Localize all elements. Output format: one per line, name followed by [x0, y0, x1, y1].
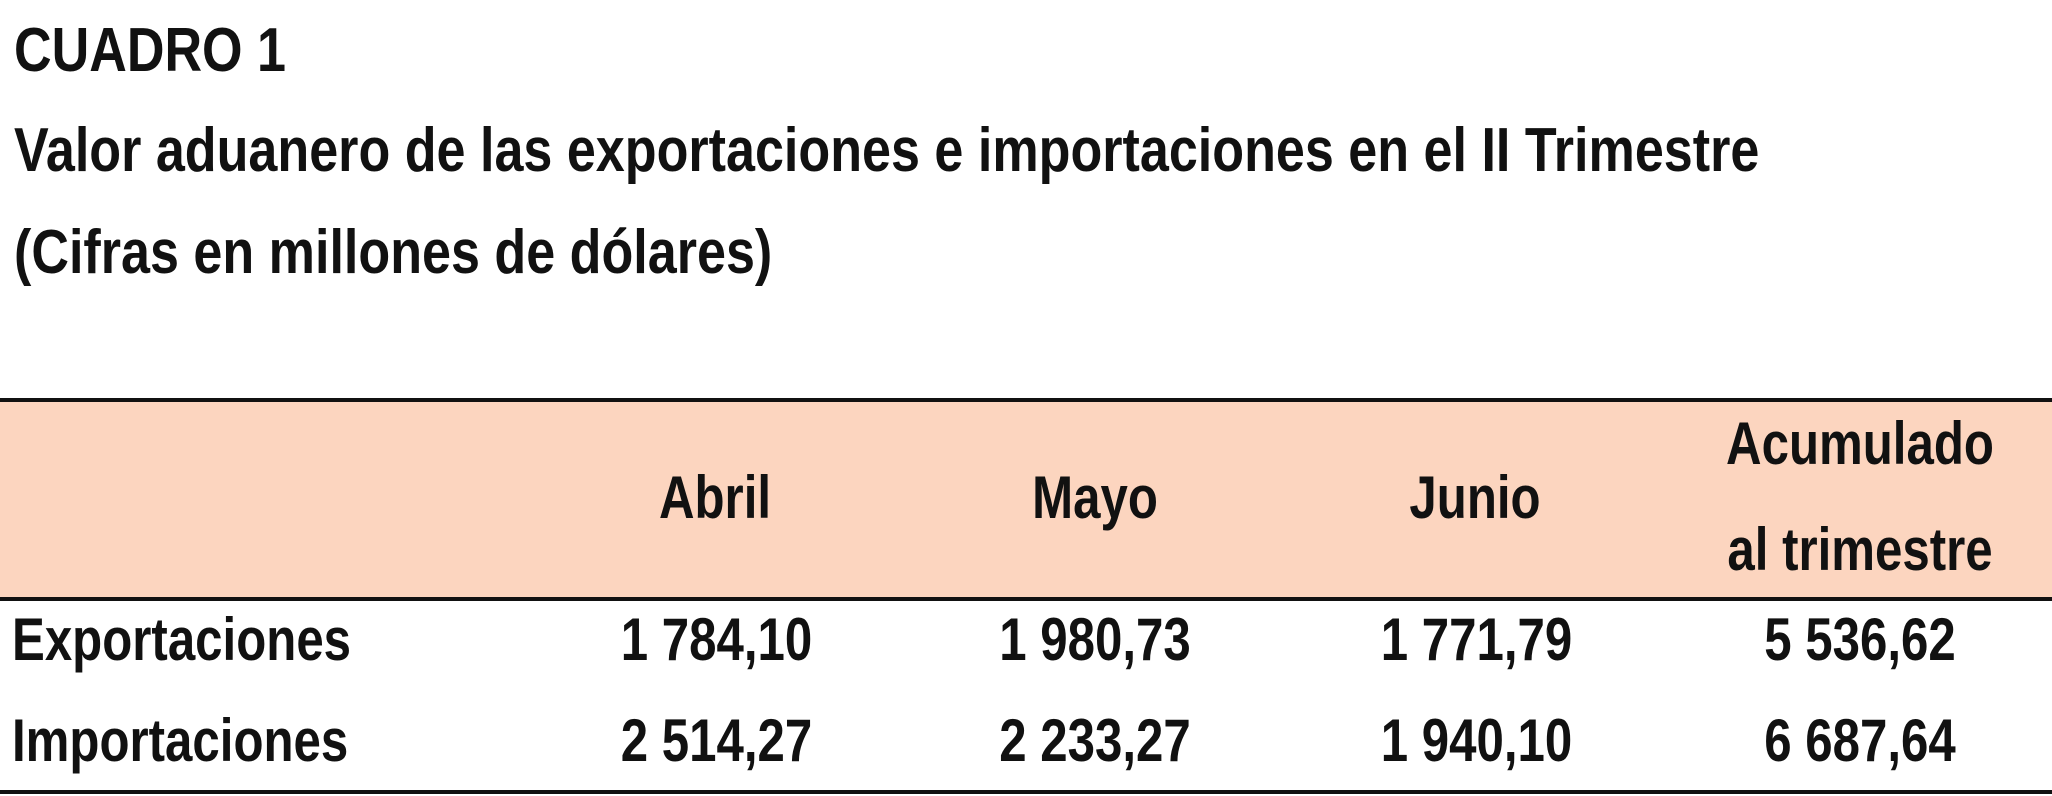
table-cell: 6 687,64	[1764, 707, 1956, 774]
table-cell: 1 940,10	[1380, 707, 1573, 774]
column-header-acumulado-line1: Acumulado	[1726, 410, 1994, 477]
column-header-abril: Abril	[658, 464, 772, 531]
table-cell: 1 771,79	[1380, 606, 1573, 673]
table-subtitle: (Cifras en millones de dólares)	[14, 218, 773, 287]
table-title: Valor aduanero de las exportaciones e im…	[14, 116, 1760, 185]
column-header-junio: Junio	[1409, 464, 1541, 531]
table-cell: 1 980,73	[999, 606, 1191, 673]
table-cell: 1 784,10	[620, 606, 813, 673]
table-cell: 5 536,62	[1764, 606, 1956, 673]
column-header-acumulado-line2: al trimestre	[1727, 516, 1993, 583]
table-number-label: CUADRO 1	[14, 16, 287, 85]
column-header-mayo: Mayo	[1032, 464, 1158, 531]
header-bottom-rule	[0, 597, 2052, 601]
row-label-importaciones: Importaciones	[12, 707, 349, 774]
top-rule	[0, 398, 2052, 402]
bottom-rule	[0, 790, 2052, 794]
table-cell: 2 514,27	[620, 707, 813, 774]
table-cell: 2 233,27	[999, 707, 1191, 774]
row-label-exportaciones: Exportaciones	[12, 606, 352, 673]
table-header-band	[0, 402, 2052, 597]
